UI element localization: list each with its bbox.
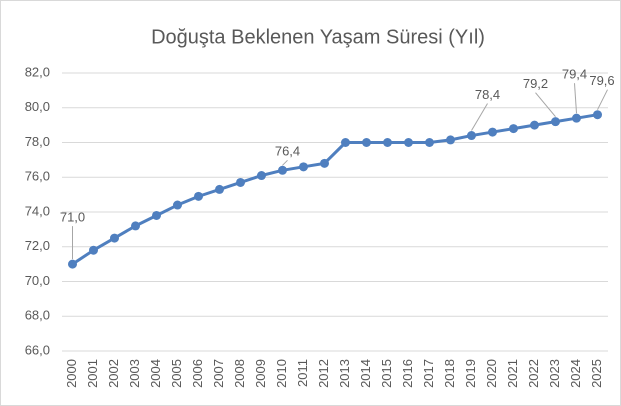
y-tick-label: 66,0: [25, 342, 50, 357]
y-tick-label: 72,0: [25, 238, 50, 253]
y-tick-label: 80,0: [25, 99, 50, 114]
data-point: [89, 245, 98, 255]
data-point: [341, 138, 350, 147]
data-point: [530, 120, 539, 130]
x-tick-label: 2002: [106, 359, 121, 388]
data-point: [383, 138, 392, 147]
data-point: [572, 113, 581, 123]
data-label: 71,0: [60, 210, 85, 225]
data-point: [425, 138, 434, 147]
data-point: [404, 138, 413, 147]
y-tick-label: 82,0: [25, 64, 50, 79]
data-label: 79,4: [562, 67, 587, 82]
x-tick-label: 2009: [253, 359, 268, 388]
y-tick-label: 68,0: [25, 308, 50, 323]
x-tick-label: 2014: [358, 359, 373, 388]
leader-line: [597, 89, 608, 110]
data-label: 79,6: [589, 73, 614, 88]
x-tick-label: 2005: [169, 359, 184, 388]
data-point: [509, 124, 518, 134]
chart-title: Doğuşta Beklenen Yaşam Süresi (Yıl): [151, 26, 485, 48]
data-point: [131, 221, 140, 231]
x-tick-label: 2020: [484, 359, 499, 388]
x-tick-label: 2008: [232, 359, 247, 388]
x-tick-label: 2011: [295, 359, 310, 387]
y-tick-label: 70,0: [25, 273, 50, 288]
leader-line: [471, 103, 488, 131]
data-point: [593, 110, 602, 120]
data-point: [446, 135, 455, 145]
y-tick-label: 78,0: [25, 134, 50, 149]
data-point: [110, 233, 119, 243]
data-label: 76,4: [275, 144, 300, 159]
x-tick-label: 2024: [568, 359, 583, 388]
x-tick-label: 2001: [85, 359, 100, 388]
leader-line: [574, 83, 577, 114]
leader-line: [282, 159, 288, 166]
data-point: [467, 131, 476, 141]
leader-line: [535, 92, 556, 117]
y-tick-label: 74,0: [25, 203, 50, 218]
x-tick-label: 2012: [316, 359, 331, 388]
x-tick-label: 2018: [442, 359, 457, 388]
x-tick-label: 2004: [148, 359, 163, 388]
x-tick-label: 2006: [190, 359, 205, 388]
x-tick-label: 2019: [463, 359, 478, 388]
x-tick-label: 2000: [64, 359, 79, 388]
x-tick-label: 2013: [337, 359, 352, 388]
data-point: [68, 259, 77, 269]
data-point: [152, 210, 161, 220]
data-point: [215, 184, 224, 194]
data-label: 79,2: [523, 76, 548, 91]
x-tick-label: 2025: [589, 359, 604, 388]
data-point: [551, 117, 560, 127]
x-tick-label: 2022: [526, 359, 541, 388]
y-tick-label: 76,0: [25, 169, 50, 184]
data-label: 78,4: [475, 87, 500, 102]
x-tick-label: 2017: [421, 359, 436, 388]
data-point: [194, 191, 203, 201]
x-tick-label: 2010: [274, 359, 289, 388]
x-tick-label: 2021: [505, 359, 520, 388]
data-point: [236, 177, 245, 187]
data-point: [488, 127, 497, 137]
data-point: [320, 158, 329, 168]
data-point: [257, 171, 266, 181]
x-tick-label: 2016: [400, 359, 415, 388]
x-tick-label: 2007: [211, 359, 226, 388]
data-point: [362, 138, 371, 147]
data-point: [173, 200, 182, 210]
data-point: [278, 165, 287, 175]
x-tick-label: 2003: [127, 359, 142, 388]
x-tick-label: 2015: [379, 359, 394, 388]
data-point: [299, 162, 308, 172]
x-tick-label: 2023: [547, 359, 562, 388]
